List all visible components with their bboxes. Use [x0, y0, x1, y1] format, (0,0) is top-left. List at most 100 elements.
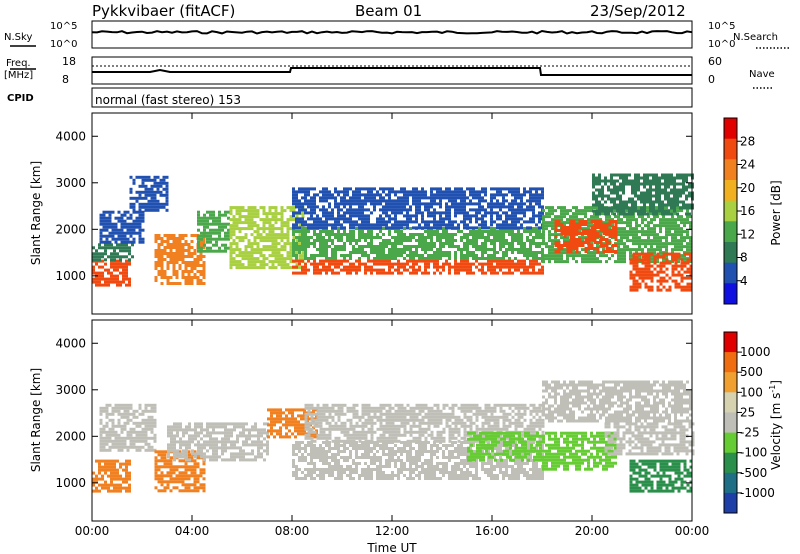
range-cell: [610, 182, 613, 186]
range-cell: [173, 434, 176, 438]
range-cell: [154, 468, 158, 472]
range-cell: [125, 486, 128, 490]
range-cell: [683, 230, 686, 234]
range-cell: [322, 196, 325, 200]
range-cell: [658, 209, 661, 213]
range-cell: [346, 208, 349, 212]
range-cell: [463, 208, 466, 212]
range-cell: [206, 240, 209, 244]
range-cell: [358, 208, 361, 212]
range-cell: [652, 194, 655, 198]
range-cell: [505, 271, 508, 275]
range-cell: [227, 246, 230, 250]
range-cell: [253, 260, 257, 264]
range-cell: [602, 248, 605, 252]
range-cell: [448, 208, 451, 212]
range-cell: [397, 236, 400, 239]
range-cell: [610, 209, 613, 213]
range-cell: [613, 185, 616, 189]
range-cell: [107, 483, 110, 487]
range-cell: [379, 230, 382, 233]
range-cell: [376, 245, 379, 248]
range-cell: [105, 424, 109, 428]
range-cell: [197, 425, 200, 429]
range-cell: [412, 199, 415, 203]
range-cell: [460, 251, 463, 254]
range-cell: [655, 194, 658, 198]
range-cell: [617, 221, 620, 225]
range-cell: [227, 222, 230, 226]
range-cell: [295, 230, 298, 233]
range-cell: [532, 193, 535, 197]
range-cell: [203, 443, 206, 447]
range-cell: [439, 257, 442, 260]
range-cell: [632, 230, 635, 234]
range-cell: [376, 259, 379, 263]
range-cell: [179, 443, 182, 447]
range-cell: [538, 236, 541, 239]
range-cell: [200, 422, 203, 426]
range-cell: [604, 182, 607, 186]
range-cell: [445, 214, 448, 218]
range-cell: [132, 196, 136, 200]
range-cell: [578, 238, 582, 241]
range-cell: [572, 226, 576, 229]
range-cell: [433, 199, 436, 203]
range-cell: [557, 223, 561, 226]
range-cell: [358, 214, 361, 218]
range-cell: [689, 248, 692, 252]
range-cell: [120, 406, 124, 410]
range-cell: [523, 245, 526, 248]
range-cell: [166, 279, 170, 282]
range-cell: [605, 232, 609, 235]
range-cell: [659, 270, 663, 274]
range-cell: [117, 210, 121, 214]
range-cell: [457, 230, 460, 233]
range-cell: [532, 227, 535, 230]
range-cell: [499, 262, 502, 266]
range-cell: [114, 409, 118, 413]
range-cell: [424, 251, 427, 254]
range-cell: [292, 233, 295, 236]
range-cell: [677, 215, 680, 219]
range-cell: [632, 242, 635, 246]
range-cell: [343, 233, 346, 236]
range-cell: [150, 409, 154, 413]
range-cell: [114, 436, 118, 440]
range-cell: [358, 259, 361, 263]
range-cell: [382, 205, 385, 209]
range-cell: [114, 445, 118, 449]
range-cell: [202, 270, 206, 273]
range-cell: [593, 206, 596, 210]
range-cell: [178, 252, 182, 255]
range-cell: [355, 227, 358, 230]
range-cell: [566, 247, 570, 250]
range-cell: [647, 233, 650, 237]
range-cell: [689, 270, 693, 274]
range-cell: [352, 245, 355, 248]
range-cell: [349, 223, 352, 227]
range-cell: [256, 227, 260, 231]
range-cell: [184, 279, 188, 282]
range-cell: [608, 235, 612, 238]
range-cell: [662, 285, 666, 289]
range-cell: [635, 279, 639, 283]
range-cell: [138, 231, 142, 235]
range-cell: [526, 257, 529, 260]
range-cell: [626, 236, 629, 240]
range-cell: [542, 257, 545, 261]
range-cell: [181, 477, 185, 481]
range-cell: [343, 268, 346, 272]
range-cell: [114, 240, 118, 244]
range-cell: [542, 209, 545, 213]
range-cell: [265, 263, 269, 267]
range-cell: [175, 477, 179, 481]
range-cell: [197, 219, 200, 223]
range-cell: [138, 208, 142, 212]
range-cell: [532, 236, 535, 239]
range-cell: [554, 244, 558, 247]
range-cell: [123, 240, 127, 244]
range-cell: [409, 214, 412, 218]
range-cell: [608, 232, 612, 235]
range-cell: [328, 205, 331, 209]
